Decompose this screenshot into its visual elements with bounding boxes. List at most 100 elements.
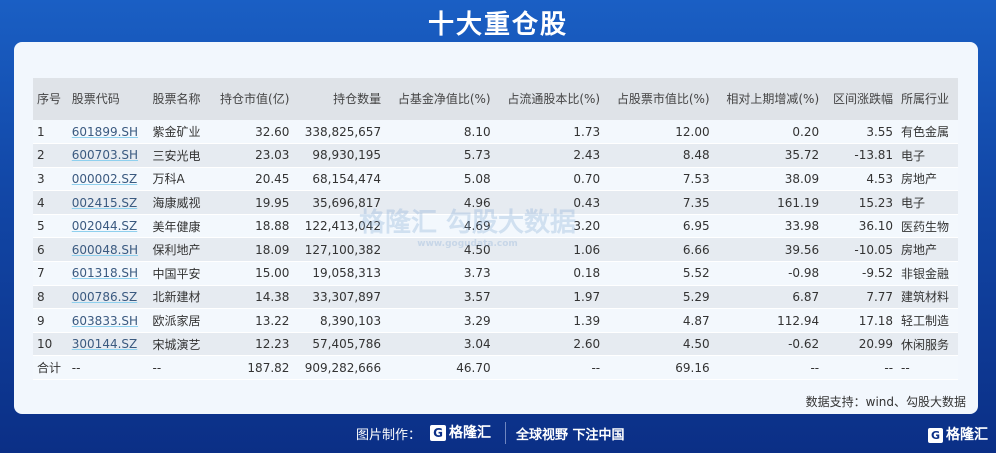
table-cell: 5.73: [385, 143, 495, 168]
table-cell: 紫金矿业: [148, 120, 210, 145]
table-cell: -9.52: [823, 261, 898, 286]
table-cell: 合计: [33, 355, 68, 381]
table-cell: 15.23: [823, 190, 898, 215]
table-cell: 3.55: [823, 120, 898, 145]
table-cell: 7: [33, 261, 68, 286]
table-row: 1 601899.SH 紫金矿业 32.60 338,825,657 8.10 1.73 12…: [33, 120, 958, 145]
table-cell: 3: [33, 167, 68, 192]
table-cell: 2.60: [494, 332, 605, 357]
column-header: 所属行业: [897, 78, 958, 120]
table-cell: 中国平安: [148, 261, 210, 286]
table-cell: 1.73: [494, 120, 605, 145]
table-cell: 69.16: [604, 355, 714, 381]
stock-code-link[interactable]: 600703.SH: [71, 148, 139, 163]
table-cell: 8: [33, 285, 68, 310]
table-cell: 6.87: [713, 285, 824, 310]
table-cell: 300144.SZ: [67, 332, 149, 357]
table-cell: 2: [33, 143, 68, 168]
table-cell: 13.22: [209, 308, 294, 333]
table-cell: 非银金融: [897, 261, 958, 286]
table-cell: 三安光电: [148, 143, 210, 168]
column-header: 占基金净值比(%): [385, 78, 495, 120]
table-cell: 19.95: [209, 190, 294, 215]
table-cell: 8,390,103: [293, 308, 386, 333]
stock-code-link[interactable]: 002415.SZ: [71, 195, 138, 210]
table-cell: 建筑材料: [897, 285, 958, 310]
table-cell: 14.38: [209, 285, 294, 310]
divider: [505, 422, 506, 444]
table-cell: 7.53: [604, 167, 714, 192]
table-cell: --: [494, 355, 605, 381]
stock-code-link[interactable]: 601318.SH: [71, 266, 139, 281]
table-cell: 002415.SZ: [67, 190, 149, 215]
stock-code-link[interactable]: 000786.SZ: [71, 289, 138, 304]
table-cell: 欧派家居: [148, 308, 210, 333]
table-cell: 医药生物: [897, 214, 958, 239]
table-cell: 3.20: [494, 214, 605, 239]
table-cell: 601318.SH: [67, 261, 149, 286]
table-cell: 1.39: [494, 308, 605, 333]
table-cell: 4.50: [604, 332, 714, 357]
table-cell: 8.10: [385, 120, 495, 145]
table-cell: 4.50: [385, 237, 495, 263]
table-cell: 35,696,817: [293, 190, 386, 215]
table-row: 9 603833.SH 欧派家居 13.22 8,390,103 3.29 1.39 4.87…: [33, 308, 958, 333]
table-cell: 轻工制造: [897, 308, 958, 333]
slogan: 全球视野 下注中国: [516, 428, 625, 443]
stock-code-link[interactable]: 603833.SH: [71, 313, 139, 328]
footer: 图片制作： G 格隆汇 全球视野 下注中国 G 格隆汇: [0, 420, 996, 450]
table-cell: -10.05: [823, 237, 898, 263]
table-cell: 5.08: [385, 167, 495, 192]
table-cell: 4.69: [385, 214, 495, 239]
page-title: 十大重仓股: [427, 10, 568, 40]
table-cell: 5.52: [604, 261, 714, 286]
table-cell: 19,058,313: [293, 261, 386, 286]
table-cell: 1.06: [494, 237, 605, 263]
table-cell: 0.20: [713, 120, 824, 145]
table-cell: 电子: [897, 190, 958, 215]
table-cell: 9: [33, 308, 68, 333]
table-cell: 33.98: [713, 214, 824, 239]
table-cell: 112.94: [713, 308, 824, 333]
table-row: 7 601318.SH 中国平安 15.00 19,058,313 3.73 0.18 5.5…: [33, 261, 958, 286]
table-cell: 187.82: [209, 355, 294, 381]
table-cell: 房地产: [897, 167, 958, 192]
table-cell: 600048.SH: [67, 237, 149, 263]
table-cell: -0.98: [713, 261, 824, 286]
table-cell: 1: [33, 120, 68, 145]
column-header: 持仓数量: [293, 78, 386, 120]
table-cell: 57,405,786: [293, 332, 386, 357]
column-header: 股票名称: [148, 78, 210, 120]
table-cell: 6.66: [604, 237, 714, 263]
gelonghui-logo: G 格隆汇: [430, 422, 491, 442]
table-cell: 127,100,382: [293, 237, 386, 263]
table-cell: 0.70: [494, 167, 605, 192]
table-cell: --: [713, 355, 824, 381]
stock-code-link[interactable]: 002044.SZ: [71, 219, 138, 234]
table-cell: 122,413,042: [293, 214, 386, 239]
stock-code-link[interactable]: 000002.SZ: [71, 171, 138, 186]
table-cell: 20.45: [209, 167, 294, 192]
table-cell: 161.19: [713, 190, 824, 215]
table-cell: 万科A: [148, 167, 210, 192]
table-cell: 2.43: [494, 143, 605, 168]
table-cell: -0.62: [713, 332, 824, 357]
stock-code-link[interactable]: 600048.SH: [71, 242, 139, 257]
table-cell: 002044.SZ: [67, 214, 149, 239]
made-by-label: 图片制作：: [356, 428, 422, 443]
table-cell: 6: [33, 237, 68, 263]
table-cell: --: [823, 355, 898, 381]
table-cell: 46.70: [385, 355, 495, 381]
table-cell: 7.77: [823, 285, 898, 310]
table-cell: 35.72: [713, 143, 824, 168]
table-cell: --: [67, 355, 149, 381]
table-cell: 3.73: [385, 261, 495, 286]
table-header-row: 序号 股票代码 股票名称 持仓市值(亿) 持仓数量 占基金净值比(%) 占流通股本比(%) 占…: [33, 78, 958, 120]
table-cell: --: [897, 355, 958, 381]
stock-code-link[interactable]: 601899.SH: [71, 124, 139, 139]
holdings-table: 序号 股票代码 股票名称 持仓市值(亿) 持仓数量 占基金净值比(%) 占流通股本比(%) 占…: [33, 78, 958, 381]
table-row: 10 300144.SZ 宋城演艺 12.23 57,405,786 3.04 2.60 4.…: [33, 332, 958, 357]
table-row: 5 002044.SZ 美年健康 18.88 122,413,042 4.69 3.20 6.…: [33, 214, 958, 239]
table-cell: 15.00: [209, 261, 294, 286]
stock-code-link[interactable]: 300144.SZ: [71, 337, 138, 352]
